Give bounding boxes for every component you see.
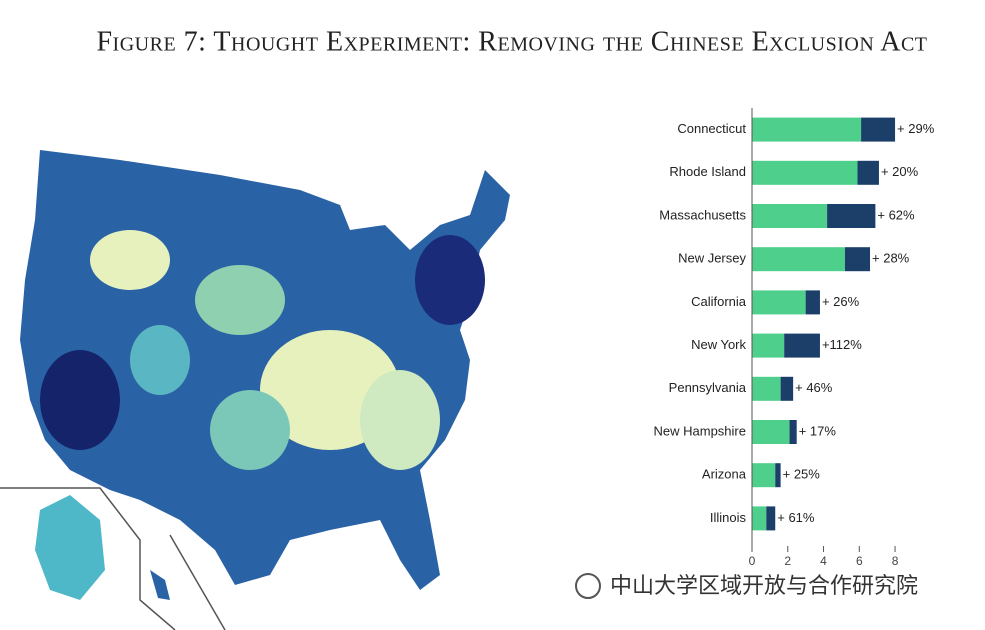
hawaii bbox=[150, 570, 170, 600]
category-label: New Hampshire bbox=[654, 423, 746, 438]
bar-annotation: + 29% bbox=[897, 121, 935, 136]
bar-segment bbox=[789, 420, 797, 444]
bar-annotation: + 46% bbox=[795, 380, 833, 395]
bar-segment bbox=[827, 204, 876, 228]
bar-segment bbox=[752, 247, 845, 272]
category-label: New Jersey bbox=[678, 251, 746, 266]
bar-annotation: + 62% bbox=[877, 207, 915, 222]
category-label: Pennsylvania bbox=[669, 380, 747, 395]
category-label: Rhode Island bbox=[669, 164, 746, 179]
category-label: Connecticut bbox=[677, 121, 746, 136]
category-label: California bbox=[691, 294, 747, 309]
alaska bbox=[35, 495, 105, 600]
bar-segment bbox=[775, 463, 781, 488]
x-tick-label: 4 bbox=[820, 554, 827, 568]
category-label: Illinois bbox=[710, 510, 747, 525]
bar-segment bbox=[752, 333, 785, 358]
bar-segment bbox=[844, 247, 871, 272]
map-region bbox=[130, 325, 190, 395]
bar-segment bbox=[752, 117, 862, 142]
bar-annotation: + 20% bbox=[881, 164, 919, 179]
bar-segment bbox=[805, 290, 820, 315]
bar-segment bbox=[752, 376, 781, 401]
map bbox=[0, 150, 510, 630]
bar-segment bbox=[752, 204, 828, 228]
watermark-text: 中山大学区域开放与合作研究院 bbox=[610, 574, 918, 599]
bar-segment bbox=[766, 506, 776, 531]
map-region bbox=[40, 350, 120, 450]
map-region bbox=[415, 235, 485, 325]
bar-segment bbox=[752, 160, 858, 185]
bar-annotation: + 28% bbox=[872, 251, 910, 266]
bar-segment bbox=[752, 290, 806, 315]
x-tick-label: 2 bbox=[784, 554, 791, 568]
bar-segment bbox=[752, 463, 776, 488]
figure-title: Figure 7: Thought Experiment: Removing t… bbox=[96, 26, 927, 57]
bar-segment bbox=[784, 333, 820, 358]
bar-annotation: + 61% bbox=[777, 510, 815, 525]
bar-segment bbox=[780, 376, 794, 401]
map-region bbox=[360, 370, 440, 470]
inset-border bbox=[0, 487, 176, 630]
x-tick-label: 8 bbox=[892, 554, 899, 568]
x-tick-label: 0 bbox=[749, 554, 756, 568]
watermark: 中山大学区域开放与合作研究院 bbox=[575, 573, 918, 599]
map-region bbox=[210, 390, 290, 470]
x-tick-label: 6 bbox=[856, 554, 863, 568]
bar-segment bbox=[752, 506, 767, 531]
category-label: New York bbox=[691, 337, 746, 352]
bar-segment bbox=[857, 160, 879, 185]
map-region bbox=[195, 265, 285, 335]
watermark-icon bbox=[575, 573, 601, 599]
bar-annotation: +112% bbox=[822, 337, 862, 352]
map-region bbox=[90, 230, 170, 290]
bar-annotation: + 26% bbox=[822, 294, 860, 309]
category-label: Arizona bbox=[702, 467, 747, 482]
bar-annotation: + 17% bbox=[799, 423, 837, 438]
category-label: Massachusetts bbox=[659, 207, 746, 222]
bar-segment bbox=[752, 420, 790, 444]
inset-border bbox=[169, 534, 226, 630]
bar-segment bbox=[861, 117, 896, 142]
bar-annotation: + 25% bbox=[783, 467, 821, 482]
